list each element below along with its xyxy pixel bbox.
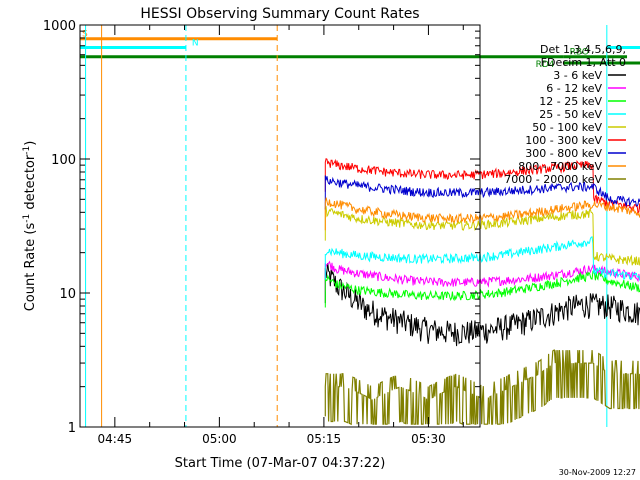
chart-title: HESSI Observing Summary Count Rates (140, 6, 419, 22)
legend-label-3: 25 - 50 keV (539, 108, 602, 121)
flag-label-6: RD4 (536, 60, 555, 70)
series-line-1 (324, 260, 640, 292)
x-axis-label: Start Time (07-Mar-07 04:37:22) (175, 456, 386, 471)
series-5 (324, 157, 640, 214)
legend-header-0: Det 1,3,4,5,6,9, (540, 43, 626, 56)
flag-bars-layer: S N RBO RD4 (80, 30, 640, 70)
plot-frame (79, 24, 481, 428)
series-8 (324, 349, 640, 426)
series-7 (324, 197, 640, 231)
flag-label-0: S (82, 30, 88, 40)
flag-label-1: N (192, 38, 199, 48)
series-layer (324, 157, 640, 426)
series-line-8 (324, 349, 640, 426)
series-4 (324, 205, 640, 266)
legend-label-7: 800 - 7000 keV (518, 160, 602, 173)
legend-label-1: 6 - 12 keV (546, 82, 602, 95)
series-line-5 (324, 157, 640, 214)
y-axis-ticks: 1 10 100 1000 (43, 19, 480, 436)
legend-header-1: FDecim 1, Att 0 (541, 56, 626, 69)
legend-label-4: 50 - 100 keV (532, 121, 602, 134)
series-0 (324, 263, 640, 347)
legend-label-6: 300 - 800 keV (525, 147, 602, 160)
legend-label-5: 100 - 300 keV (525, 134, 602, 147)
x-tick-label-1: 05:00 (202, 432, 237, 446)
legend-label-8: 7000 - 20000 keV (504, 173, 602, 186)
legend: Det 1,3,4,5,6,9,FDecim 1, Att 03 - 6 keV… (504, 43, 626, 186)
series-line-0 (324, 263, 640, 347)
series-line-2 (324, 270, 640, 308)
footer-date: 30-Nov-2009 12:27 (559, 468, 636, 477)
y-axis-label: Count Rate (s-1 detector-1) (22, 141, 38, 312)
series-6 (324, 175, 640, 210)
y-tick-label-3: 1000 (43, 19, 76, 34)
x-tick-label-0: 04:45 (98, 432, 133, 446)
x-tick-label-2: 05:15 (307, 432, 342, 446)
series-3 (324, 236, 640, 282)
legend-label-0: 3 - 6 keV (553, 69, 602, 82)
series-line-6 (324, 175, 640, 210)
y-tick-label-0: 1 (68, 421, 76, 436)
series-line-3 (324, 236, 640, 282)
series-2 (324, 270, 640, 308)
flag-label-4: RBO (570, 48, 589, 58)
series-line-7 (324, 197, 640, 231)
event-lines-layer (85, 25, 608, 427)
y-tick-label-2: 100 (51, 153, 76, 168)
x-tick-label-3: 05:30 (411, 432, 446, 446)
series-line-4 (324, 205, 640, 266)
x-axis-ticks: 04:45 05:00 05:15 05:30 (79, 25, 464, 446)
legend-label-2: 12 - 25 keV (539, 95, 602, 108)
y-tick-label-1: 10 (59, 287, 76, 302)
series-1 (324, 260, 640, 292)
